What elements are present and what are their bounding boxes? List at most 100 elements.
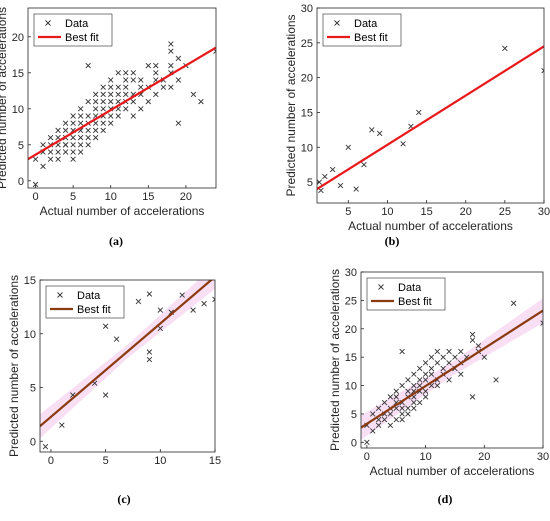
y-tick-label: 5 bbox=[351, 409, 357, 421]
panel-b: 5 10 15 20 25 30 5 10 15 20 25 30 Actual number of a… bbox=[275, 0, 550, 258]
x-axis-label: Actual number of accelerations bbox=[348, 219, 513, 233]
best-fit-line bbox=[28, 46, 216, 161]
data-point bbox=[416, 109, 422, 116]
data-point bbox=[100, 84, 106, 90]
legend-marker bbox=[57, 292, 63, 298]
data-point bbox=[92, 120, 99, 126]
data-point bbox=[55, 127, 61, 134]
data-point bbox=[115, 91, 121, 98]
data-point bbox=[168, 41, 174, 47]
data-point bbox=[123, 70, 129, 76]
y-tick-label: 5 bbox=[18, 140, 24, 152]
data-point bbox=[411, 399, 417, 406]
x-tick-label: 25 bbox=[499, 206, 511, 218]
data-point bbox=[502, 45, 508, 52]
data-point bbox=[157, 325, 164, 332]
y-tick-label: 5 bbox=[307, 177, 313, 189]
confidence-band bbox=[40, 280, 215, 439]
data-point bbox=[540, 320, 543, 326]
data-point bbox=[123, 106, 129, 112]
data-point bbox=[370, 428, 376, 434]
data-point bbox=[70, 142, 76, 148]
panel-d: 0 10 20 30 0 5 10 15 20 25 30 Actual number of acce… bbox=[275, 258, 550, 516]
y-tick-label: 15 bbox=[24, 275, 36, 287]
data-point bbox=[55, 149, 61, 155]
data-point bbox=[381, 416, 388, 423]
x-tick-label: 30 bbox=[538, 206, 550, 218]
data-point bbox=[422, 388, 429, 394]
panel-label: (d) bbox=[437, 492, 453, 506]
data-point bbox=[405, 411, 411, 417]
data-point bbox=[322, 173, 328, 180]
data-point bbox=[393, 388, 399, 394]
data-point bbox=[62, 127, 69, 134]
data-point bbox=[434, 348, 441, 355]
x-axis-label: Actual number of accelerations bbox=[40, 204, 205, 218]
y-tick-label: 10 bbox=[12, 104, 24, 116]
data-point bbox=[175, 120, 182, 126]
data-point bbox=[108, 113, 114, 119]
data-point bbox=[452, 354, 458, 360]
legend-label: Data bbox=[77, 290, 101, 302]
data-point bbox=[108, 91, 114, 98]
data-point bbox=[416, 382, 423, 389]
data-point bbox=[32, 156, 39, 162]
data-point bbox=[123, 84, 129, 90]
data-point bbox=[375, 422, 382, 429]
data-point bbox=[40, 163, 46, 170]
data-point bbox=[440, 354, 446, 360]
data-points bbox=[32, 41, 216, 188]
legend: Data Best fit bbox=[322, 13, 402, 47]
data-point bbox=[77, 149, 84, 155]
panel-label: (b) bbox=[384, 234, 400, 248]
data-point bbox=[422, 360, 429, 366]
data-point bbox=[102, 392, 109, 398]
data-point bbox=[168, 62, 174, 69]
y-tick-label: 20 bbox=[12, 32, 24, 44]
x-tick-label: 0 bbox=[364, 451, 370, 463]
data-point bbox=[47, 149, 54, 155]
data-point bbox=[115, 113, 121, 119]
x-tick-label: 30 bbox=[537, 451, 549, 463]
data-point bbox=[138, 77, 144, 83]
data-point bbox=[399, 382, 405, 389]
data-point bbox=[458, 371, 464, 377]
y-tick-label: 5 bbox=[30, 383, 36, 395]
y-axis-label: Predicted number of accelerations bbox=[7, 275, 21, 457]
y-tick-label: 30 bbox=[345, 267, 357, 279]
data-point bbox=[146, 291, 153, 297]
data-point bbox=[113, 336, 120, 342]
data-point bbox=[153, 70, 159, 76]
data-point bbox=[190, 91, 197, 98]
x-tick-label: 10 bbox=[381, 206, 393, 218]
data-point bbox=[458, 348, 464, 355]
data-point bbox=[381, 399, 388, 406]
axes-frame bbox=[27, 7, 217, 189]
data-point bbox=[179, 292, 185, 298]
data-point bbox=[92, 127, 99, 134]
data-point bbox=[440, 365, 446, 372]
data-point bbox=[422, 394, 429, 400]
legend-box bbox=[366, 277, 446, 311]
data-point bbox=[370, 411, 376, 417]
data-point bbox=[146, 349, 153, 355]
legend-marker bbox=[45, 20, 51, 26]
data-point bbox=[102, 323, 109, 329]
data-point bbox=[434, 382, 441, 389]
data-point bbox=[108, 98, 114, 105]
data-point bbox=[469, 331, 476, 338]
data-point bbox=[411, 382, 417, 389]
data-point bbox=[422, 377, 429, 383]
data-points bbox=[317, 45, 544, 194]
data-point bbox=[428, 371, 435, 377]
y-tick-label: 15 bbox=[12, 68, 24, 80]
data-point bbox=[541, 67, 544, 74]
data-point bbox=[85, 134, 91, 141]
data-point bbox=[416, 365, 423, 372]
data-point bbox=[85, 62, 91, 69]
legend-box bbox=[45, 285, 125, 319]
data-point bbox=[190, 307, 196, 313]
data-point bbox=[77, 120, 84, 126]
data-point bbox=[375, 405, 382, 411]
